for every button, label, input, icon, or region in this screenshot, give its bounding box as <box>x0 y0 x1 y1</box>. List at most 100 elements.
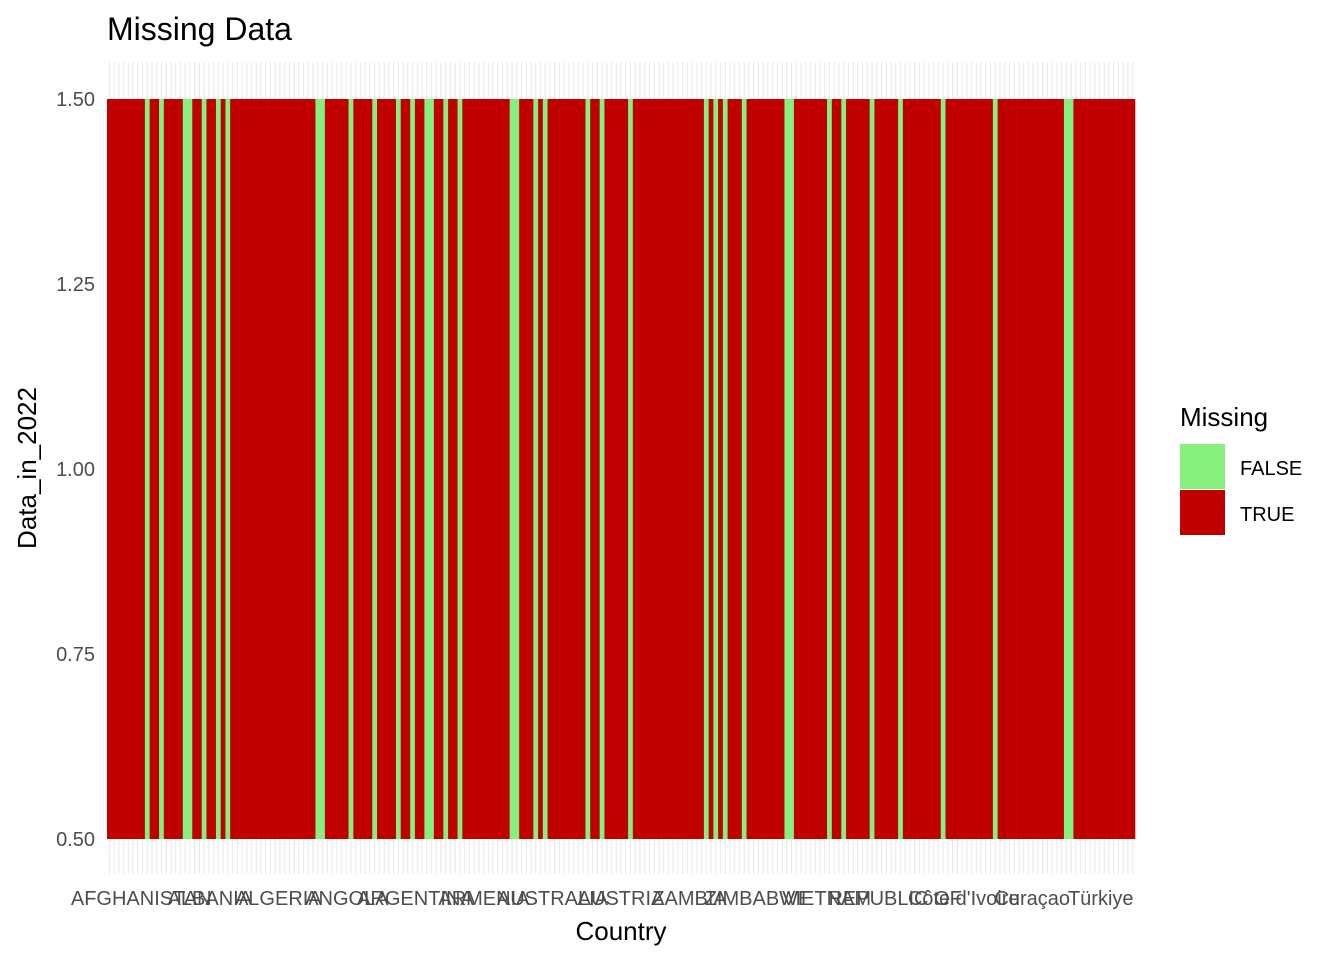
x-axis-title: Country <box>575 916 666 946</box>
x-tick-label: AUSTRIA <box>578 888 665 910</box>
heatmap-tile <box>921 99 927 839</box>
x-tick-label: AUSTRALIA <box>497 888 609 910</box>
heatmap-tile <box>514 99 520 839</box>
heatmap-tile <box>377 99 383 839</box>
heatmap-tile <box>926 99 932 839</box>
heatmap-tile <box>699 99 705 839</box>
heatmap-tile <box>329 99 335 839</box>
heatmap-tile <box>718 99 724 839</box>
heatmap-tile <box>666 99 672 839</box>
heatmap-tile <box>144 99 150 839</box>
heatmap-tile <box>950 99 956 839</box>
heatmap-tile <box>784 99 790 839</box>
heatmap-tile <box>1073 99 1079 839</box>
heatmap-tile <box>864 99 871 839</box>
heatmap-tile <box>912 99 918 839</box>
heatmap-tile <box>395 99 402 839</box>
x-tick-label: Türkiye <box>1068 888 1134 910</box>
heatmap-tile <box>291 99 297 839</box>
heatmap-tile <box>575 99 582 839</box>
legend-title: Missing <box>1180 402 1268 432</box>
heatmap-tile <box>471 99 477 839</box>
heatmap-tile <box>703 99 709 839</box>
heatmap-tile <box>1016 99 1022 839</box>
heatmap-tile <box>727 99 733 839</box>
heatmap-tile <box>642 99 648 839</box>
heatmap-tile <box>907 99 913 839</box>
heatmap-tile <box>443 99 449 839</box>
x-tick-label: ZIMBABWE <box>705 888 812 910</box>
heatmap-tile <box>135 99 141 839</box>
x-tick-label: Côte d'Ivoire <box>908 888 1020 910</box>
x-tick-label: AFGHANISTAN <box>71 888 212 910</box>
heatmap-tile <box>253 99 259 839</box>
heatmap-tile <box>211 99 217 839</box>
heatmap-tile <box>187 99 193 839</box>
heatmap-tile <box>372 99 378 839</box>
heatmap-tile <box>988 99 994 839</box>
heatmap-tile <box>732 99 738 839</box>
heatmap-tile <box>917 99 923 839</box>
heatmap-tile <box>557 99 563 839</box>
heatmap-tile <box>476 99 482 839</box>
heatmap-tile <box>827 99 833 839</box>
heatmap-tile <box>310 99 316 839</box>
heatmap-tile <box>504 99 510 839</box>
heatmap-tile <box>334 99 340 839</box>
heatmap-tile <box>959 99 965 839</box>
heatmap-tile <box>154 99 160 839</box>
heatmap-tile <box>756 99 762 839</box>
heatmap-tile <box>225 99 231 839</box>
heatmap-tile <box>964 99 970 839</box>
heatmap-tile <box>107 99 113 839</box>
heatmap-tile <box>670 99 676 839</box>
heatmap-tile <box>485 99 492 839</box>
heatmap-tile <box>111 99 117 839</box>
heatmap-tile <box>1082 99 1088 839</box>
heatmap-tile <box>457 99 463 839</box>
legend-swatch-false <box>1180 444 1225 489</box>
heatmap-tile <box>846 99 852 839</box>
heatmap-tile <box>1130 99 1136 839</box>
heatmap-tile <box>841 99 847 839</box>
heatmap-tile <box>822 99 828 839</box>
heatmap-tile <box>353 99 359 839</box>
legend: Missing FALSE TRUE <box>1180 402 1302 535</box>
heatmap-tile <box>400 99 406 839</box>
heatmap-tile <box>287 99 293 839</box>
heatmap-tile <box>1068 99 1074 839</box>
heatmap-tile <box>741 99 747 839</box>
heatmap-tile <box>936 99 942 839</box>
y-tick-label: 0.50 <box>56 829 95 851</box>
heatmap-tile <box>879 99 885 839</box>
y-axis-ticks: 0.50 0.75 1.00 1.25 1.50 <box>56 89 95 851</box>
heatmap-tile <box>737 99 743 839</box>
heatmap-tile <box>883 99 889 839</box>
heatmap-tile <box>774 99 781 839</box>
heatmap-tile <box>694 99 700 839</box>
heatmap-tile <box>1044 99 1051 839</box>
heatmap-tile <box>339 99 345 839</box>
heatmap-tile <box>973 99 979 839</box>
heatmap-tile <box>381 99 387 839</box>
heatmap-tile <box>230 99 236 839</box>
heatmap-tile <box>234 99 240 839</box>
heatmap-tile <box>490 99 496 839</box>
x-axis-ticks: AFGHANISTANALBANIAALGERIAANGOLAARGENTINA… <box>71 888 1134 910</box>
chart-title: Missing Data <box>107 11 292 47</box>
heatmap-tile <box>997 99 1003 839</box>
heatmap-tile <box>831 99 837 839</box>
heatmap-tile <box>500 99 506 839</box>
heatmap-tile <box>604 99 610 839</box>
heatmap-tile <box>566 99 572 839</box>
y-axis-title: Data_in_2022 <box>12 387 42 549</box>
heatmap-tile <box>580 99 586 839</box>
heatmap-tile <box>969 99 975 839</box>
heatmap-tile <box>978 99 984 839</box>
heatmap-tile <box>424 99 430 839</box>
heatmap-tile <box>931 99 937 839</box>
heatmap-tile <box>121 99 127 839</box>
heatmap-tile <box>258 99 264 839</box>
heatmap-tile <box>722 99 728 839</box>
